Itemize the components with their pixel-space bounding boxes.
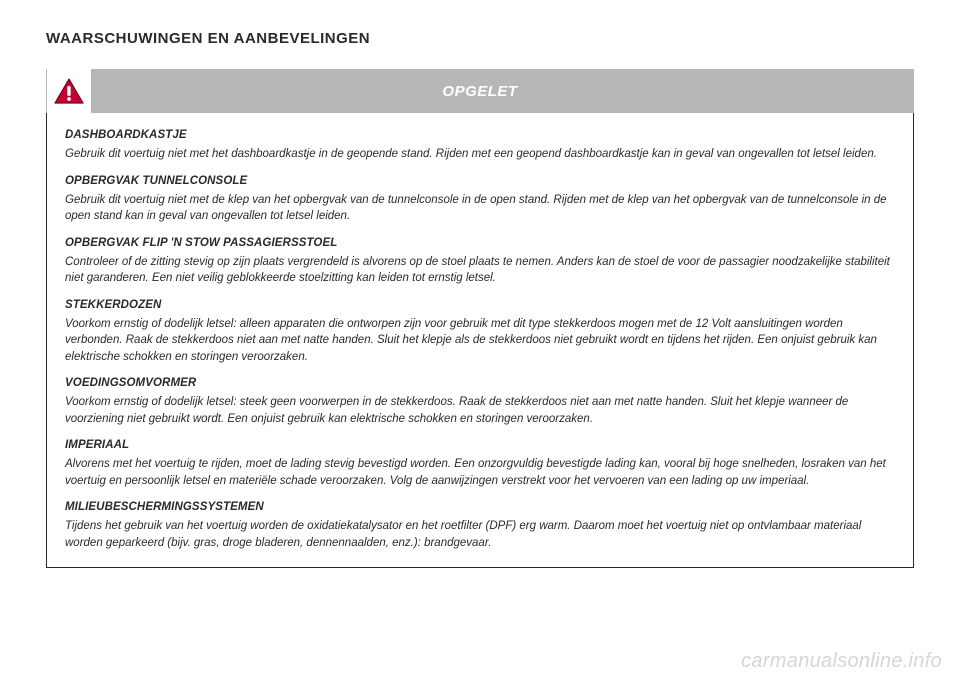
section-text: Controleer of de zitting stevig op zijn … — [65, 254, 895, 287]
page-heading: WAARSCHUWINGEN EN AANBEVELINGEN — [46, 30, 914, 47]
section-heading: IMPERIAAL — [65, 437, 895, 453]
section-text: Gebruik dit voertuig niet met de klep va… — [65, 192, 895, 225]
section-text: Gebruik dit voertuig niet met het dashbo… — [65, 146, 895, 162]
section-heading: OPBERGVAK FLIP 'N STOW PASSAGIERSSTOEL — [65, 235, 895, 251]
section-text: Voorkom ernstig of dodelijk letsel: alle… — [65, 316, 895, 365]
watermark-text: carmanualsonline.info — [741, 650, 942, 673]
section-text: Voorkom ernstig of dodelijk letsel: stee… — [65, 394, 895, 427]
section-heading: OPBERGVAK TUNNELCONSOLE — [65, 173, 895, 189]
section-heading: DASHBOARDKASTJE — [65, 127, 895, 143]
alert-bar: OPGELET — [46, 69, 914, 113]
alert-label: OPGELET — [47, 83, 913, 100]
section-heading: VOEDINGSOMVORMER — [65, 375, 895, 391]
section-heading: STEKKERDOZEN — [65, 297, 895, 313]
content-box: DASHBOARDKASTJE Gebruik dit voertuig nie… — [46, 113, 914, 568]
section-text: Tijdens het gebruik van het voertuig wor… — [65, 518, 895, 551]
section-text: Alvorens met het voertuig te rijden, moe… — [65, 456, 895, 489]
section-heading: MILIEUBESCHERMINGSSYSTEMEN — [65, 499, 895, 515]
